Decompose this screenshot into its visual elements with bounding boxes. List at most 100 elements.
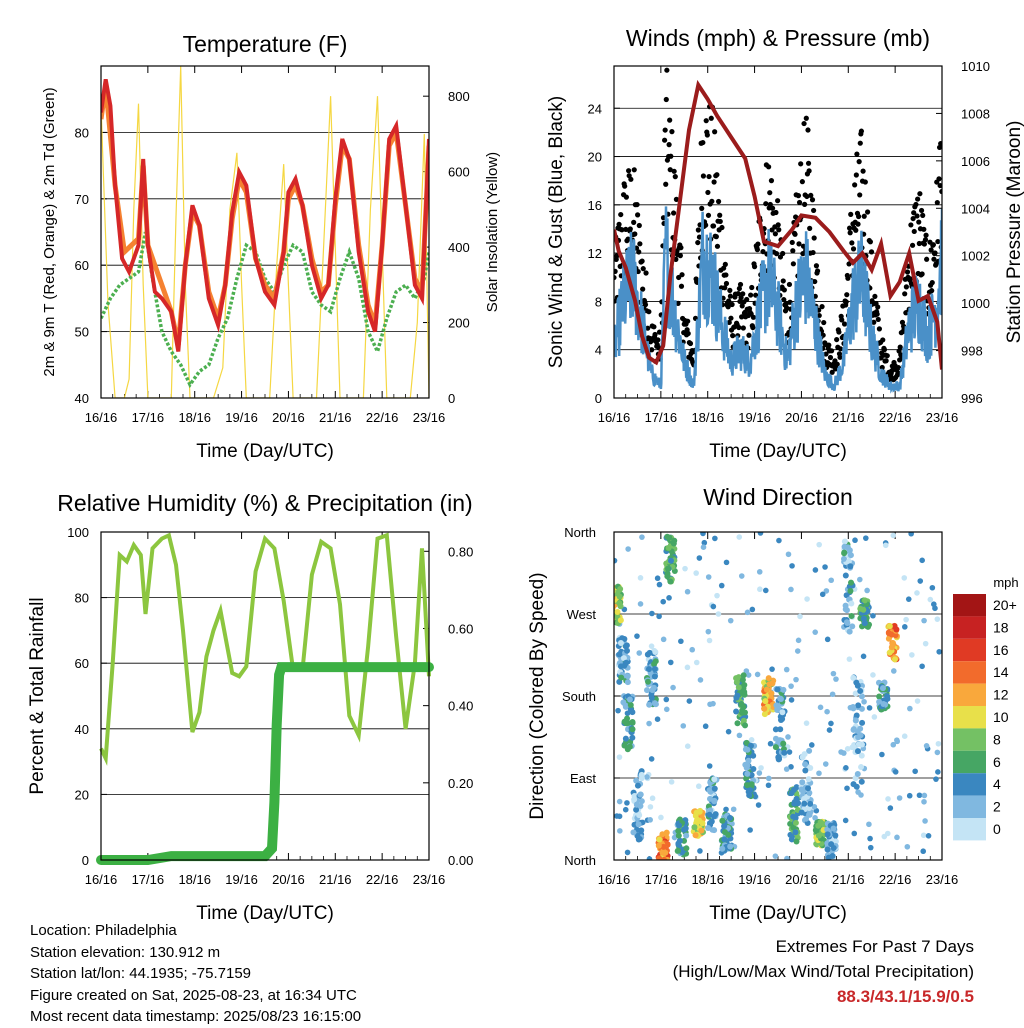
direction-point <box>727 617 734 624</box>
colorbar-label: 0 <box>993 821 1001 837</box>
gust-point <box>749 284 755 291</box>
gust-point <box>675 300 681 307</box>
y-tick-label: 12 <box>588 246 602 261</box>
gust-point <box>837 354 843 360</box>
direction-point <box>628 708 635 715</box>
plot-area <box>96 532 434 865</box>
colorbar-label: 16 <box>993 642 1009 658</box>
colorbar-swatch <box>953 773 986 796</box>
direction-point <box>700 532 706 537</box>
direction-point <box>833 676 839 682</box>
gust-point <box>812 278 818 285</box>
gust-point <box>769 205 776 211</box>
gust-point <box>744 296 750 303</box>
direction-point <box>795 637 802 644</box>
direction-point <box>625 546 631 552</box>
direction-point <box>617 586 624 593</box>
direction-point <box>616 600 623 607</box>
x-tick-label: 16/16 <box>598 872 631 887</box>
gust-point <box>668 153 674 159</box>
direction-point <box>863 535 869 541</box>
direction-point <box>743 764 750 771</box>
direction-point <box>784 855 790 860</box>
gust-point <box>642 302 649 308</box>
direction-point <box>769 666 775 672</box>
direction-point <box>666 534 673 541</box>
gust-point <box>736 324 742 331</box>
direction-point <box>788 586 794 593</box>
direction-point <box>793 795 800 802</box>
direction-point <box>934 749 941 756</box>
gust-point <box>776 227 782 233</box>
direction-point <box>775 754 782 761</box>
direction-point <box>711 785 718 792</box>
direction-point <box>880 700 887 707</box>
gust-point <box>766 164 772 170</box>
direction-point <box>917 578 924 584</box>
colorbar-swatch <box>953 616 986 639</box>
gust-point <box>798 161 804 167</box>
direction-point <box>763 686 770 693</box>
x-tick-label: 20/16 <box>785 410 818 425</box>
gust-point <box>705 212 712 218</box>
y-tick-label: 40 <box>75 722 89 737</box>
gust-point <box>767 190 773 196</box>
direction-point <box>658 814 664 821</box>
gust-point <box>931 256 937 262</box>
direction-point <box>847 588 854 595</box>
direction-point <box>772 744 779 751</box>
direction-point <box>723 806 729 813</box>
gust-point <box>790 261 796 267</box>
gust-point <box>858 128 865 134</box>
direction-point <box>741 691 748 698</box>
direction-point <box>616 754 623 760</box>
direction-point <box>933 776 939 782</box>
direction-point <box>762 698 769 705</box>
colorbar-unit: mph <box>993 575 1018 590</box>
gust-point <box>843 299 849 305</box>
direction-point <box>705 824 712 831</box>
direction-point <box>788 764 794 770</box>
direction-point <box>870 612 876 619</box>
gust-point <box>868 249 875 255</box>
direction-point <box>693 659 700 666</box>
gust-point <box>875 316 881 323</box>
direction-point <box>861 597 868 604</box>
direction-point <box>700 544 707 551</box>
direction-point <box>743 739 750 746</box>
gust-point <box>802 201 808 207</box>
direction-point <box>801 795 808 802</box>
gust-point <box>928 247 934 253</box>
direction-point <box>855 789 861 795</box>
y-tick-label: 20 <box>588 150 602 165</box>
gust-point <box>856 159 862 165</box>
direction-point <box>792 829 799 836</box>
direction-point <box>631 796 638 803</box>
direction-point <box>765 675 772 682</box>
direction-point <box>662 849 669 856</box>
direction-point <box>742 722 749 729</box>
gust-point <box>938 141 942 147</box>
gust-point <box>819 304 825 310</box>
gust-point <box>848 211 854 217</box>
colorbar-label: 2 <box>993 799 1001 815</box>
x-tick-label: 18/16 <box>178 410 211 425</box>
direction-point <box>740 717 747 724</box>
direction-point <box>882 542 889 549</box>
direction-point <box>803 720 810 726</box>
direction-point <box>845 558 852 565</box>
direction-point <box>830 844 837 851</box>
direction-point <box>847 563 854 570</box>
gust-point <box>750 324 756 331</box>
direction-point <box>748 742 755 749</box>
gust-point <box>717 212 723 218</box>
direction-point <box>706 637 713 644</box>
gust-point <box>784 305 790 311</box>
direction-point <box>919 663 925 670</box>
gust-point <box>811 207 817 214</box>
gust-point <box>862 179 868 185</box>
direction-point <box>885 796 891 802</box>
direction-point <box>774 706 781 713</box>
colorbar-swatch <box>953 661 986 684</box>
direction-point <box>851 742 858 749</box>
